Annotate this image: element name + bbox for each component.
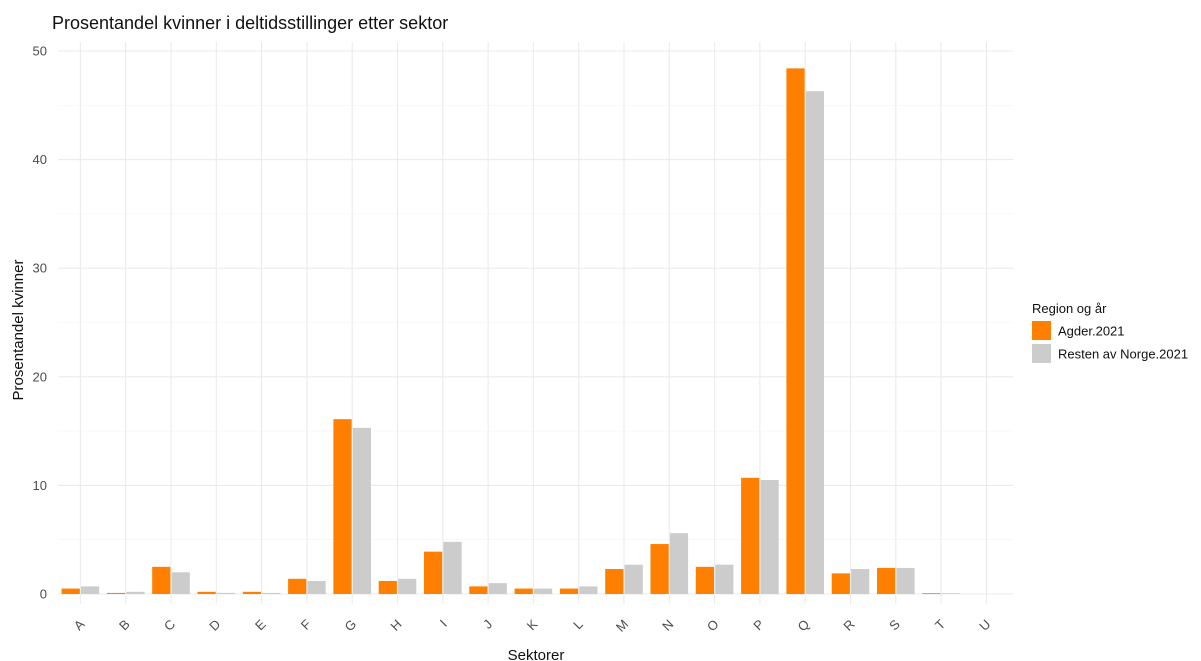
bar-S-agder (877, 567, 896, 594)
y-tick-label: 30 (33, 261, 47, 276)
bar-B-resten (126, 591, 145, 594)
x-tick-label: P (750, 617, 767, 634)
bar-A-agder (61, 588, 80, 594)
x-tick-label: D (206, 617, 223, 634)
x-tick-label: B (116, 617, 133, 634)
x-tick-label: Q (795, 617, 813, 635)
x-tick-label: U (976, 617, 993, 634)
bar-Q-resten (805, 91, 824, 594)
bar-L-resten (579, 586, 598, 594)
bar-J-agder (469, 586, 488, 594)
bar-G-resten (352, 427, 371, 594)
bar-A-resten (81, 586, 100, 594)
bar-C-agder (152, 566, 171, 594)
x-tick-label: K (524, 616, 541, 633)
x-axis-ticks: A B C D E F G H I J K L M N O P Q R S T U (71, 616, 994, 635)
x-tick-label: H (387, 617, 404, 634)
legend-label-resten: Resten av Norge.2021 (1058, 347, 1188, 362)
legend-title: Region og år (1032, 301, 1107, 316)
bar-F-resten (307, 580, 326, 594)
bar-I-agder (424, 551, 443, 594)
bar-L-agder (559, 588, 579, 594)
y-tick-label: 50 (33, 44, 47, 59)
bar-O-resten (715, 564, 734, 594)
x-tick-label: F (298, 616, 314, 632)
x-tick-label: T (932, 616, 948, 632)
x-tick-label: O (704, 617, 722, 635)
x-tick-label: N (659, 617, 676, 634)
x-tick-label: C (161, 617, 178, 634)
gridlines (58, 42, 1013, 604)
y-axis-ticks: 0 10 20 30 40 50 (33, 44, 47, 602)
bar-O-agder (695, 566, 714, 594)
x-tick-label: R (840, 617, 857, 634)
bar-H-agder (378, 580, 397, 594)
bar-D-agder (197, 591, 216, 594)
bar-D-resten (216, 592, 236, 594)
y-tick-label: 0 (40, 587, 47, 602)
y-tick-label: 40 (33, 152, 47, 167)
bar-C-resten (171, 572, 190, 594)
bar-T-agder (922, 593, 941, 594)
bar-R-agder (831, 573, 850, 594)
bar-H-resten (398, 578, 417, 594)
bar-P-resten (760, 479, 779, 594)
bar-E-resten (262, 592, 281, 594)
bar-R-resten (851, 569, 870, 594)
bar-M-resten (624, 564, 643, 594)
bar-M-agder (605, 569, 624, 594)
bar-E-agder (242, 591, 261, 594)
bar-J-resten (488, 583, 507, 594)
x-tick-label: J (480, 617, 495, 632)
bar-K-resten (534, 588, 553, 594)
x-tick-label: I (437, 617, 450, 630)
x-tick-label: A (71, 616, 88, 633)
bar-N-resten (669, 533, 689, 594)
legend-swatch-agder (1032, 321, 1051, 340)
bar-G-agder (333, 419, 352, 594)
chart-title: Prosentandel kvinner i deltidsstillinger… (52, 13, 448, 33)
legend: Region og år Agder.2021 Resten av Norge.2… (1032, 301, 1188, 363)
x-tick-label: M (613, 617, 631, 635)
y-tick-label: 20 (33, 369, 47, 384)
x-tick-label: L (570, 617, 586, 633)
y-axis-title: Prosentandel kvinner (10, 260, 27, 401)
x-tick-label: G (342, 617, 360, 635)
bar-S-resten (896, 567, 915, 594)
bar-N-agder (650, 544, 669, 594)
y-tick-label: 10 (33, 478, 47, 493)
bar-T-resten (941, 593, 960, 594)
bar-Q-agder (786, 68, 805, 595)
x-tick-label: E (252, 616, 269, 633)
bar-I-resten (443, 541, 462, 594)
x-tick-label: S (886, 616, 903, 633)
legend-swatch-resten (1032, 344, 1051, 363)
bar-P-agder (741, 477, 760, 594)
bar-B-agder (106, 592, 126, 594)
bar-F-agder (288, 578, 307, 594)
legend-label-agder: Agder.2021 (1058, 324, 1125, 339)
bar-K-agder (514, 588, 533, 594)
x-axis-title: Sektorer (508, 647, 565, 661)
bars (61, 68, 960, 595)
